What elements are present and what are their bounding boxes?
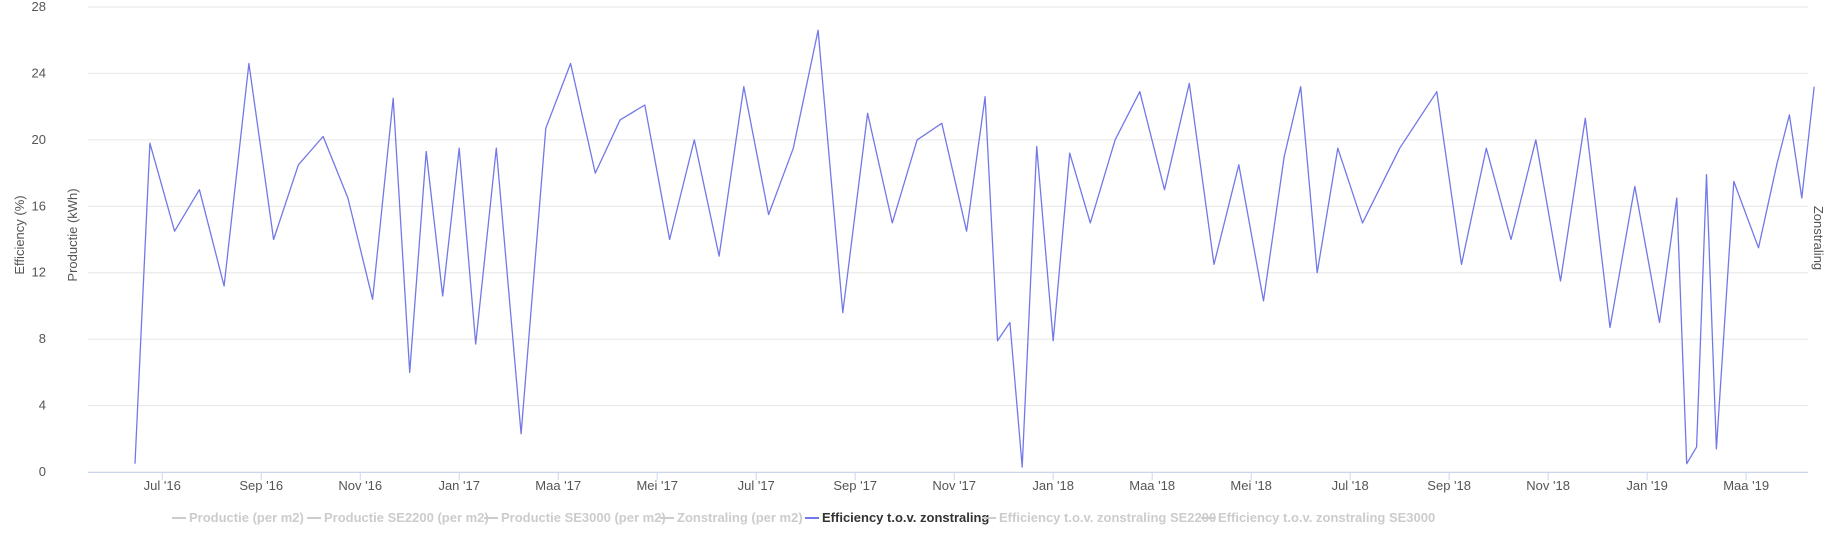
legend-item-label: Productie SE3000 (per m2) [501,510,666,525]
legend-item-label: Efficiency t.o.v. zonstraling [822,510,989,525]
axis-layer: 0 4 8 12 16 20 24 28 Jul '16 Sep '16 Nov '16 Jan '1… [32,0,1808,493]
y-tick-label: 20 [32,132,46,147]
y-tick-label: 8 [39,331,46,346]
y-tick-label: 4 [39,398,46,413]
x-tick-label: Jan '17 [438,478,480,493]
x-tick-label: Sep '17 [833,478,877,493]
x-tick-label: Jul '16 [144,478,181,493]
legend-item-label: Efficiency t.o.v. zonstraling SE2200 [999,510,1216,525]
x-tick-label: Mei '18 [1230,478,1272,493]
x-tick-label: Jan '19 [1626,478,1668,493]
legend-item-label: Zonstraling (per m2) [677,510,803,525]
y-axis-title-irradiance: Zonstraling [1811,206,1826,270]
x-tick-label: Jul '17 [738,478,775,493]
x-tick-label: Mei '17 [636,478,678,493]
y-tick-label: 12 [32,265,46,280]
series-line-efficiency [134,29,1815,468]
y-tick-label: 16 [32,198,46,213]
x-tick-label: Maa '19 [1723,478,1769,493]
y-axis-title-efficiency: Efficiency (%) [12,195,27,274]
legend-item-label: Productie SE2200 (per m2) [324,510,489,525]
x-tick-label: Sep '16 [239,478,283,493]
x-tick-label: Nov '18 [1526,478,1570,493]
x-tick-label: Maa '17 [535,478,581,493]
y-tick-label: 24 [32,65,46,80]
x-tick-label: Sep '18 [1427,478,1471,493]
y-tick-label: 28 [32,0,46,14]
legend-item-label: Efficiency t.o.v. zonstraling SE3000 [1218,510,1435,525]
x-tick-label: Maa '18 [1129,478,1175,493]
y-tick-label: 0 [39,464,46,479]
x-tick-label: Nov '16 [338,478,382,493]
series-layer [134,29,1815,468]
x-tick-label: Nov '17 [932,478,976,493]
legend: Productie (per m2) Productie SE2200 (per … [172,510,1435,525]
x-tick-label: Jul '18 [1332,478,1369,493]
legend-item-label: Productie (per m2) [189,510,304,525]
x-tick-label: Jan '18 [1032,478,1074,493]
y-axis-title-production: Productie (kWh) [65,188,80,281]
grid-layer [88,6,1808,473]
